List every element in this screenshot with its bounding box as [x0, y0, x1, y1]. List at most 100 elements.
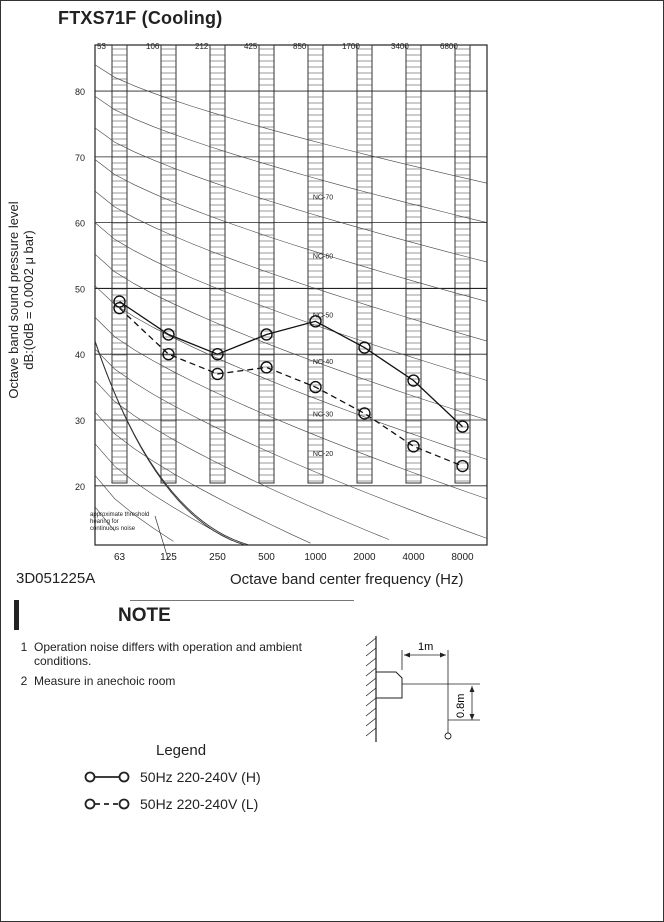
nc-curve — [94, 127, 488, 263]
notes-list: 1 Operation noise differs with operation… — [14, 640, 344, 694]
series-high-point — [162, 328, 175, 341]
x-tick-label: 125 — [160, 552, 177, 560]
series-low-point — [162, 348, 175, 361]
top-band-label: 106 — [146, 42, 160, 51]
series-low-point — [358, 407, 371, 420]
legend-title: Legend — [156, 742, 207, 759]
nc-curve — [94, 317, 488, 500]
y-tick-label: 40 — [75, 350, 85, 360]
series-low-point — [113, 301, 126, 315]
series-high-point — [456, 420, 469, 433]
series-high-point — [358, 341, 371, 354]
chart-title: FTXS71F (Cooling) — [58, 8, 223, 28]
x-tick-label: 250 — [209, 552, 226, 560]
note-bar — [14, 600, 19, 630]
note-item: 1 Operation noise differs with operation… — [14, 640, 344, 668]
series-low-line — [119, 307, 463, 467]
note-rule — [130, 600, 354, 601]
nc-curve — [94, 380, 390, 540]
nc-curve — [94, 222, 488, 381]
top-band-label: 53 — [97, 42, 106, 51]
nc-curve — [94, 285, 488, 460]
band-column — [405, 44, 422, 484]
band-column — [209, 44, 226, 484]
band-column — [160, 44, 177, 484]
nc-label: NC-30 — [313, 411, 333, 418]
band-column — [454, 44, 471, 484]
x-tick-label: 4000 — [402, 552, 425, 560]
nc-label: NC-50 — [313, 313, 333, 320]
x-tick-label: 8000 — [451, 552, 474, 560]
distance-label: 1m — [418, 641, 433, 653]
note-text: Operation noise differs with operation a… — [34, 640, 302, 668]
drawing-code: 3D051225A — [16, 570, 96, 587]
top-band-label: 6800 — [440, 42, 458, 51]
series-high-point — [113, 295, 126, 308]
nc-curve — [94, 348, 488, 539]
solid-line-legend-icon — [84, 771, 130, 783]
legend-label: 50Hz 220-240V (H) — [140, 769, 261, 785]
y-tick-label: 50 — [75, 284, 85, 294]
threshold-annotation-line1: approximate threshold — [90, 512, 149, 518]
legend-item-low: 50Hz 220-240V (L) — [84, 796, 258, 812]
microphone-icon — [444, 732, 452, 740]
nc-curve — [94, 64, 488, 184]
series-low-point — [260, 361, 273, 374]
threshold-annotation-line3: continuous noise — [90, 526, 136, 532]
y-tick-label: 70 — [75, 153, 85, 163]
x-axis-label: Octave band center frequency (Hz) — [230, 571, 464, 588]
measurement-diagram: 1m 0.8m — [365, 636, 480, 742]
annotation-leader — [154, 515, 169, 560]
band-column — [356, 44, 373, 484]
band-column — [307, 44, 324, 484]
series-low-point — [211, 367, 224, 381]
note-text: Measure in anechoic room — [34, 674, 176, 688]
y-tick-label: 30 — [75, 416, 85, 426]
nc-curve — [94, 506, 115, 532]
series-low-point — [309, 380, 322, 394]
nc-label: NC-20 — [313, 451, 333, 458]
indoor-unit — [376, 671, 403, 699]
note-title: NOTE — [118, 605, 171, 626]
y-tick-label: 60 — [75, 219, 85, 229]
band-column — [111, 44, 128, 484]
band-column — [258, 44, 275, 484]
x-tick-label: 63 — [114, 552, 126, 560]
height-label: 0.8m — [455, 694, 467, 718]
legend-label: 50Hz 220-240V (L) — [140, 796, 259, 812]
series-low-point — [407, 440, 420, 453]
threshold-annotation-line2: hearing for — [90, 519, 119, 525]
nc-label: NC-60 — [313, 254, 333, 261]
note-number: 2 — [20, 674, 28, 688]
nc-curve — [94, 253, 488, 421]
y-tick-label: 80 — [75, 87, 85, 97]
series-high-point — [211, 348, 224, 361]
note-number: 1 — [20, 640, 28, 654]
threshold-curve — [94, 340, 250, 546]
top-band-label: 850 — [293, 42, 307, 51]
note-item: 2 Measure in anechoic room — [14, 674, 344, 688]
y-tick-label: 20 — [75, 482, 85, 492]
nc-curve — [94, 411, 311, 544]
series-high-line — [119, 301, 463, 428]
series-high-point — [309, 315, 322, 328]
top-band-label: 1700 — [342, 42, 360, 51]
dashed-line-legend-icon — [84, 798, 130, 810]
nc-curve — [94, 159, 488, 302]
plot-frame — [94, 44, 488, 546]
legend-item-high: 50Hz 220-240V (H) — [84, 769, 261, 785]
nc-curve — [94, 96, 488, 223]
top-band-label: 425 — [244, 42, 258, 51]
nc-label: NC-70 — [313, 194, 333, 201]
wall-hatching — [365, 637, 377, 737]
series-low-point — [456, 459, 469, 473]
x-tick-label: 1000 — [304, 552, 327, 560]
series-high-point — [260, 328, 273, 341]
noise-chart: 20 30 40 50 60 70 80 approximate thresholdheari… — [75, 42, 488, 560]
nc-label: NC-40 — [313, 359, 333, 366]
x-tick-label: 2000 — [353, 552, 376, 560]
top-band-label: 212 — [195, 42, 209, 51]
series-high-point — [407, 374, 420, 387]
top-band-label: 3400 — [391, 42, 409, 51]
nc-curve — [94, 190, 488, 342]
